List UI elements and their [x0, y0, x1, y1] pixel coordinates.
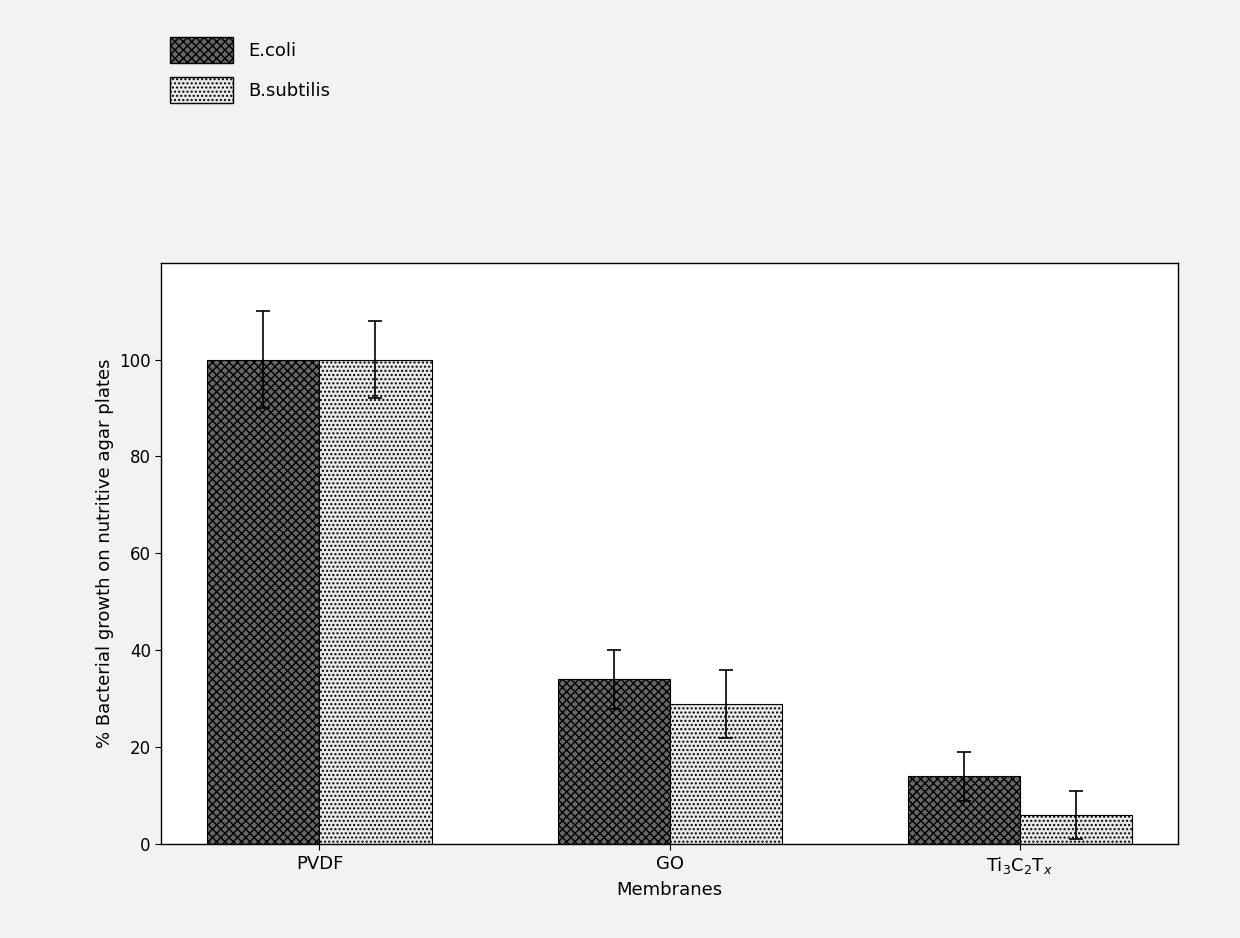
Bar [207, 359, 320, 844]
X-axis label: Membranes: Membranes [616, 881, 723, 900]
Bar [908, 777, 1019, 844]
Bar [320, 359, 432, 844]
Y-axis label: % Bacterial growth on nutritive agar plates: % Bacterial growth on nutritive agar pla… [95, 358, 114, 749]
Bar [670, 704, 781, 844]
Bar [558, 679, 670, 844]
Legend: E.coli, B.subtilis: E.coli, B.subtilis [170, 38, 330, 102]
Bar [1019, 815, 1132, 844]
